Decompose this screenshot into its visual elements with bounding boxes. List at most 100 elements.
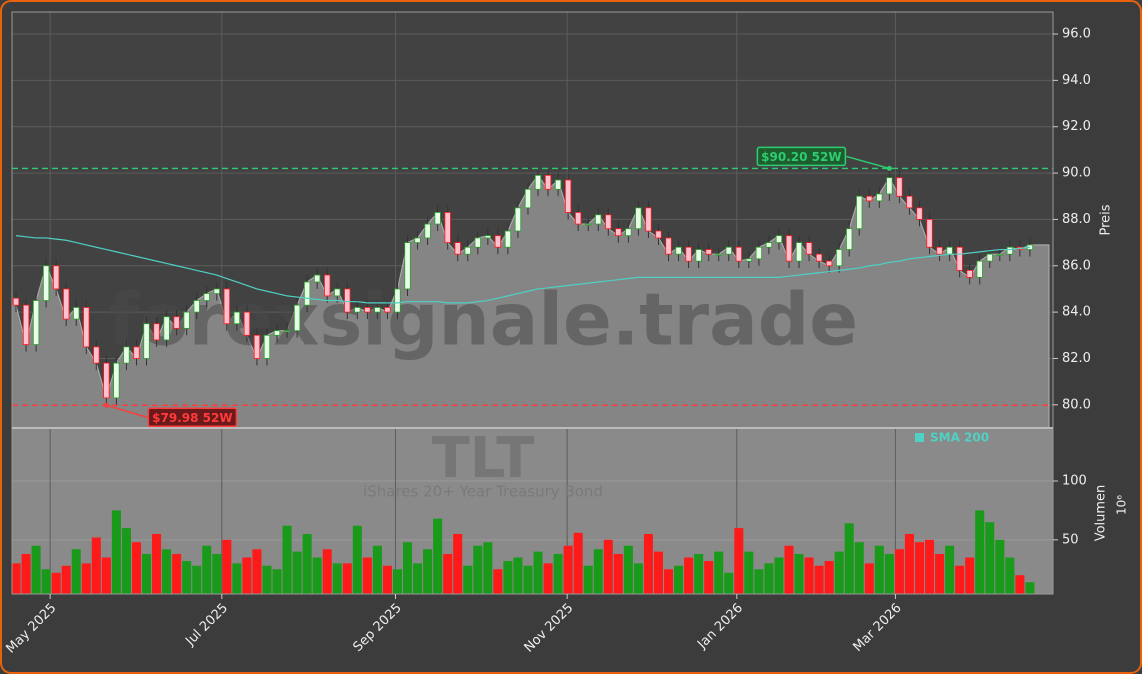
volume-bar xyxy=(172,553,182,594)
candle-body xyxy=(866,195,873,202)
candle-body xyxy=(996,253,1003,256)
annotation-label: $90.20 52W xyxy=(761,150,841,164)
candle-body xyxy=(334,288,341,297)
volume-bar xyxy=(744,551,754,594)
candle-body xyxy=(896,177,903,197)
volume-bar xyxy=(834,551,844,594)
volume-bar xyxy=(734,528,744,594)
candle-body xyxy=(655,230,662,239)
candle-body xyxy=(63,288,70,320)
candle-body xyxy=(755,246,763,260)
volume-bar xyxy=(11,563,21,594)
volume-bar xyxy=(543,563,553,594)
volume-bar xyxy=(623,545,633,594)
volume-bar xyxy=(814,565,824,594)
annotation-arrowhead xyxy=(103,402,109,408)
candle-body xyxy=(775,235,783,243)
candle-body xyxy=(314,274,321,283)
candle-body xyxy=(404,242,411,290)
candle-body xyxy=(454,242,461,255)
volume-bar xyxy=(523,565,533,594)
candle-body xyxy=(1006,246,1013,255)
volume-bar xyxy=(563,545,573,594)
volume-bar xyxy=(483,542,493,594)
volume-bar xyxy=(493,569,503,594)
volume-bar xyxy=(724,572,734,594)
volume-bar xyxy=(955,565,965,594)
volume-bar xyxy=(453,533,463,594)
candle-body xyxy=(213,288,220,294)
volume-bar xyxy=(232,563,242,594)
candle-body xyxy=(233,311,241,325)
candle-body xyxy=(926,219,933,248)
y-tick-label: 80.0 xyxy=(1062,397,1091,412)
volume-bar xyxy=(764,563,774,594)
candle-body xyxy=(504,230,512,248)
volume-bar xyxy=(854,542,864,594)
volume-bar xyxy=(603,539,613,594)
volume-bar xyxy=(463,565,473,594)
volume-bar xyxy=(342,563,352,594)
y-tick-label: 82.0 xyxy=(1062,351,1091,366)
candle-body xyxy=(133,346,140,359)
volume-bar xyxy=(272,569,282,594)
y-tick-label: 84.0 xyxy=(1062,305,1091,320)
annotation-arrow xyxy=(106,404,148,419)
candle-body xyxy=(163,316,170,341)
volume-bar xyxy=(382,565,392,594)
volume-bar xyxy=(403,542,413,594)
y2-tick-label: 50 xyxy=(1062,532,1079,547)
candle-body xyxy=(534,174,542,190)
candle-body xyxy=(444,212,451,243)
volume-bar xyxy=(101,557,111,594)
candle-body xyxy=(123,346,130,364)
volume-bar xyxy=(884,553,894,594)
candle-body xyxy=(303,281,311,306)
volume-bar xyxy=(784,545,794,594)
candle-body xyxy=(494,235,502,248)
candle-body xyxy=(585,223,592,226)
volume-bar xyxy=(182,561,192,594)
y-tick-label: 96.0 xyxy=(1062,27,1091,42)
candle-body xyxy=(815,253,823,262)
candle-body xyxy=(956,246,963,271)
candle-body xyxy=(705,249,712,255)
candle-body xyxy=(484,235,491,239)
candle-body xyxy=(273,330,281,336)
volume-bar xyxy=(694,553,704,594)
y2-tick-label: 100 xyxy=(1062,473,1087,488)
candle-body xyxy=(384,307,391,313)
y2-axis-label: Volumen xyxy=(1094,485,1109,542)
candle-body xyxy=(73,307,80,320)
legend-label: SMA 200 xyxy=(930,431,989,445)
volume-bar xyxy=(1005,557,1015,594)
volume-bar xyxy=(945,545,955,594)
candle-body xyxy=(93,346,100,364)
annotation-arrow xyxy=(846,155,890,170)
candle-body xyxy=(344,288,351,313)
volume-bar xyxy=(513,557,523,594)
candle-body xyxy=(765,242,773,248)
candle-body xyxy=(685,246,692,262)
candle-body xyxy=(595,214,602,225)
candle-body xyxy=(514,207,522,232)
volume-bar xyxy=(423,549,433,594)
volume-bar xyxy=(754,569,764,594)
volume-bar xyxy=(392,569,402,594)
volume-bar xyxy=(553,553,563,594)
candle-body xyxy=(223,288,230,325)
volume-bar xyxy=(674,565,684,594)
volume-bar xyxy=(121,528,131,594)
volume-bar xyxy=(71,549,81,594)
y-tick-label: 92.0 xyxy=(1062,119,1091,134)
volume-bar xyxy=(653,551,664,594)
volume-bar xyxy=(61,565,71,594)
volume-bar xyxy=(322,549,332,594)
candle-body xyxy=(434,212,441,225)
candle-body xyxy=(846,228,853,250)
candle-body xyxy=(665,237,672,255)
volume-bar xyxy=(91,537,101,594)
candle-body xyxy=(243,311,251,336)
candle-body xyxy=(906,195,913,209)
candle-body xyxy=(645,207,652,232)
